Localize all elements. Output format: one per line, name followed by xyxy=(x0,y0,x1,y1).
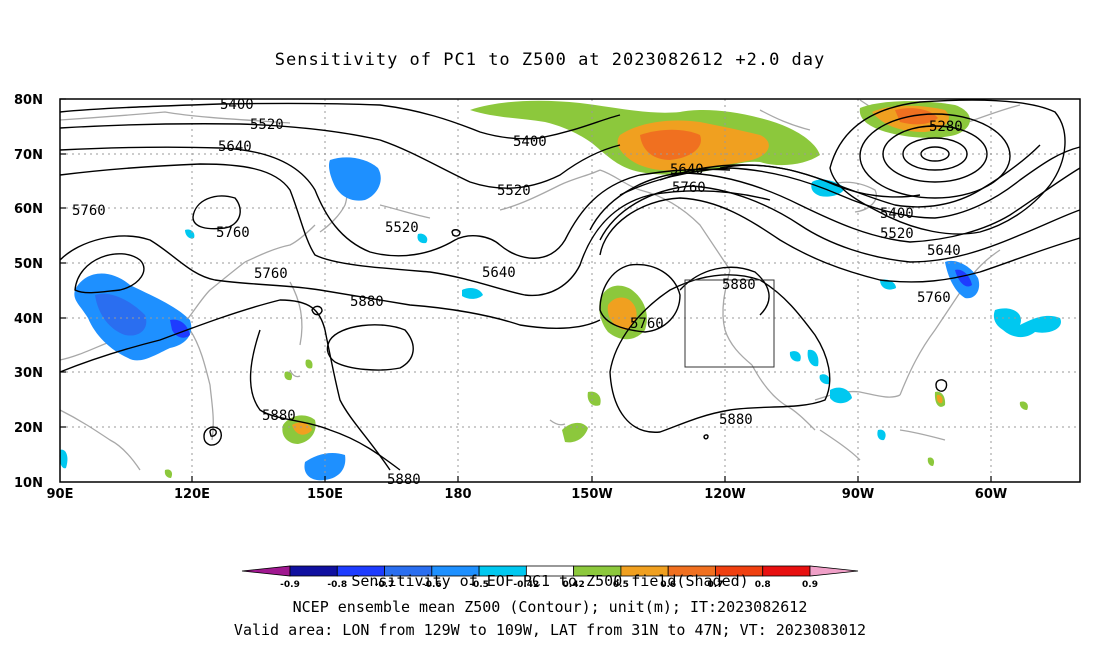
lat-label: 40N xyxy=(14,312,43,327)
contour-labels: 5400 5520 5640 5760 5760 5760 5880 5880 … xyxy=(72,97,963,488)
caption-valid-area: Valid area: LON from 129W to 109W, LAT f… xyxy=(233,621,867,639)
contour-label: 5520 xyxy=(250,117,284,133)
contour-label: 5760 xyxy=(216,225,250,241)
colorbar-tick-label: -0.5 xyxy=(469,580,489,590)
colorbar-tick-label: 0.9 xyxy=(802,580,818,590)
lat-label: 70N xyxy=(14,148,43,163)
contour-label: 5760 xyxy=(672,180,706,196)
colorbar-tick-label: 0.42 xyxy=(563,580,585,590)
latitude-labels: 80N 70N 60N 50N 40N 30N 20N 10N xyxy=(14,93,43,491)
lat-label: 60N xyxy=(14,202,43,217)
axis-ticks xyxy=(60,98,992,482)
contour-label: 5760 xyxy=(917,290,951,306)
contour-label: 5640 xyxy=(927,243,961,259)
contour-label: 5280 xyxy=(929,119,963,135)
contour-label: 5880 xyxy=(722,277,756,293)
longitude-labels: 90E 120E 150E 180 150W 120W 90W 60W xyxy=(47,487,1008,502)
colorbar-tick-label: 0.6 xyxy=(660,580,676,590)
chart-title: Sensitivity of PC1 to Z500 at 2023082612… xyxy=(274,50,826,70)
lon-label: 120W xyxy=(704,487,745,502)
colorbar-tick-label: -0.9 xyxy=(280,580,300,590)
z500-contours xyxy=(59,99,1081,471)
colorbar-tick-label: -0.8 xyxy=(327,580,347,590)
colorbar-tick-label: -0.6 xyxy=(422,580,442,590)
caption-shaded: Sensitivity of EOF PC1 to Z500 field(Sha… xyxy=(351,572,749,590)
contour-label: 5640 xyxy=(218,139,252,155)
colorbar-tick-label: -0.7 xyxy=(375,580,395,590)
contour-label: 5880 xyxy=(262,408,296,424)
contour-label: 5760 xyxy=(254,266,288,282)
contour-label: 5760 xyxy=(72,203,106,219)
contour-label: 5640 xyxy=(482,265,516,281)
valid-area-box xyxy=(684,279,775,368)
contour-label: 5400 xyxy=(513,134,547,150)
lon-label: 90W xyxy=(842,487,874,502)
lon-label: 180 xyxy=(444,487,471,502)
lon-label: 150E xyxy=(307,487,343,502)
lon-label: 60W xyxy=(975,487,1007,502)
lat-label: 20N xyxy=(14,421,43,436)
contour-label: 5520 xyxy=(880,226,914,242)
contour-label: 5880 xyxy=(719,412,753,428)
contour-label: 5640 xyxy=(670,162,704,178)
caption-contour: NCEP ensemble mean Z500 (Contour); unit(… xyxy=(292,598,808,616)
lon-label: 90E xyxy=(47,487,74,502)
sensitivity-shading xyxy=(59,100,1061,481)
lat-label: 50N xyxy=(14,257,43,272)
lon-label: 120E xyxy=(174,487,210,502)
lat-label: 10N xyxy=(14,476,43,491)
contour-label: 5880 xyxy=(350,294,384,310)
contour-label: 5880 xyxy=(387,472,421,488)
gridlines xyxy=(60,99,1080,482)
map-background xyxy=(60,99,1080,482)
contour-label: 5400 xyxy=(880,206,914,222)
contour-label: 5760 xyxy=(630,316,664,332)
lat-label: 30N xyxy=(14,366,43,381)
map-frame xyxy=(59,98,1081,483)
colorbar-tick-label: 0.5 xyxy=(613,580,629,590)
colorbar-segment xyxy=(809,565,859,577)
lon-label: 150W xyxy=(571,487,612,502)
contour-label: 5520 xyxy=(497,183,531,199)
colorbar-tick-label: -0.42 xyxy=(513,580,539,590)
colorbar-tick-label: 0.7 xyxy=(707,580,723,590)
lat-label: 80N xyxy=(14,93,43,108)
contour-label: 5520 xyxy=(385,220,419,236)
coastlines xyxy=(59,99,1021,471)
colorbar-tick-label: 0.8 xyxy=(755,580,771,590)
colorbar: -0.9 -0.8 -0.7 -0.6 -0.5 -0.42 0.42 0.5 0.6 0.7 0.… xyxy=(241,565,859,590)
contour-label: 5400 xyxy=(220,97,254,113)
